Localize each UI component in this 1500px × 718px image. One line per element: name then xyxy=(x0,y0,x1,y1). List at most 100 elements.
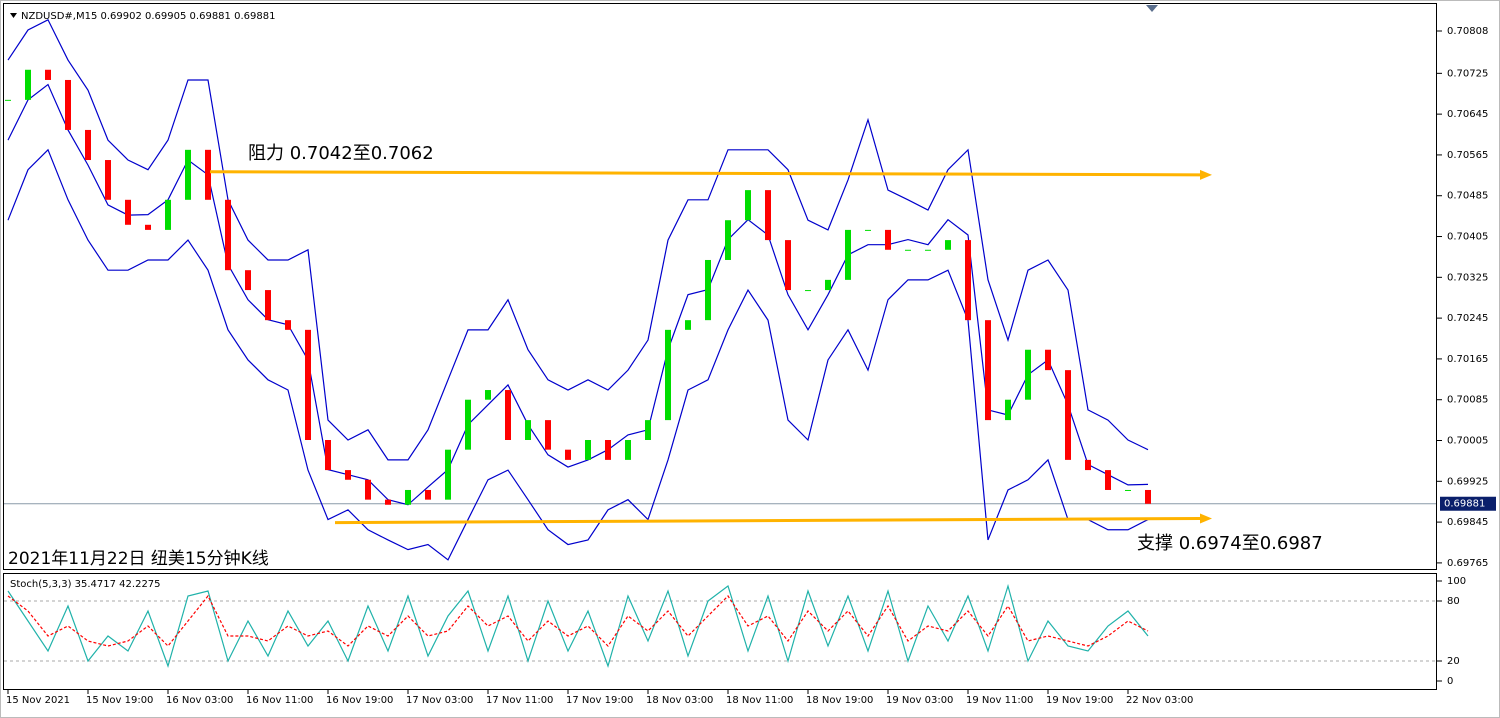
candle xyxy=(465,399,471,450)
candle xyxy=(205,149,211,200)
menu-arrow xyxy=(10,13,17,18)
stoch-header: Stoch(5,3,3) 35.4717 42.2275 xyxy=(10,579,161,590)
x-tick-label: 15 Nov 2021 xyxy=(6,695,70,706)
candle xyxy=(485,390,491,400)
candle xyxy=(165,199,171,230)
candle xyxy=(1045,349,1051,371)
last-price-label: 0.69881 xyxy=(1444,499,1485,510)
candle xyxy=(365,479,371,500)
candle xyxy=(305,329,311,440)
candle xyxy=(825,279,831,291)
x-tick-label: 19 Nov 19:00 xyxy=(1046,695,1113,706)
level-arrow xyxy=(1200,169,1212,180)
candle xyxy=(1025,349,1031,400)
candle xyxy=(445,449,451,500)
candle xyxy=(705,259,711,321)
candle xyxy=(565,449,571,460)
stoch-panel xyxy=(3,573,1437,690)
candle xyxy=(985,320,991,421)
x-tick-label: 16 Nov 03:00 xyxy=(166,695,233,706)
x-tick-label: 16 Nov 11:00 xyxy=(246,695,313,706)
y-tick-label: 0.70485 xyxy=(1447,191,1488,202)
x-tick-label: 17 Nov 11:00 xyxy=(486,695,553,706)
y-tick-label: 0.70405 xyxy=(1447,232,1488,243)
y-tick-label: 0.69845 xyxy=(1447,517,1488,528)
x-tick-label: 19 Nov 11:00 xyxy=(966,695,1033,706)
bollinger-upper xyxy=(7,18,1149,461)
level-line xyxy=(334,517,1201,525)
candle xyxy=(325,439,331,471)
candle xyxy=(125,199,131,225)
candle xyxy=(1065,370,1071,460)
candle xyxy=(945,240,951,250)
y-tick-label: 0.70005 xyxy=(1447,436,1488,447)
y-tick-label: 0.70645 xyxy=(1447,109,1488,120)
candle xyxy=(345,470,351,480)
y-tick-label: 0.70245 xyxy=(1447,313,1488,324)
y-tick-label: 0 xyxy=(1447,676,1453,687)
candle xyxy=(65,79,71,130)
candle xyxy=(685,320,691,330)
candle xyxy=(605,439,611,460)
x-tick-label: 15 Nov 19:00 xyxy=(86,695,153,706)
bollinger-middle xyxy=(7,83,1149,506)
candle xyxy=(1105,470,1111,490)
candle xyxy=(45,69,51,80)
stoch-line xyxy=(7,583,1149,668)
last-price-box xyxy=(1440,496,1496,511)
candle xyxy=(105,160,111,200)
x-tick-label: 22 Nov 03:00 xyxy=(1126,695,1193,706)
x-tick-label: 18 Nov 03:00 xyxy=(646,695,713,706)
candle xyxy=(525,420,531,440)
y-tick-label: 0.70565 xyxy=(1447,150,1488,161)
candle xyxy=(905,249,911,251)
level-arrow xyxy=(1200,513,1212,524)
y-tick-label: 0.70085 xyxy=(1447,395,1488,406)
x-tick-label: 17 Nov 03:00 xyxy=(406,695,473,706)
candle xyxy=(85,129,91,161)
candle xyxy=(405,489,411,505)
candle xyxy=(665,329,671,421)
candle xyxy=(725,220,731,260)
candle xyxy=(745,190,751,221)
candle xyxy=(505,390,511,440)
level-line xyxy=(209,170,1201,177)
y-tick-label: 80 xyxy=(1447,596,1460,607)
x-tick-label: 18 Nov 11:00 xyxy=(726,695,793,706)
y-tick-label: 0.70325 xyxy=(1447,272,1488,283)
chart-caption: 2021年11月22日 纽美15分钟K线 xyxy=(8,549,269,569)
candle xyxy=(425,489,431,500)
candle xyxy=(385,499,391,505)
chart-header: NZDUSD#,M15 0.69902 0.69905 0.69881 0.69… xyxy=(21,11,275,22)
candle xyxy=(1085,459,1091,471)
candle xyxy=(845,229,851,280)
candle xyxy=(225,199,231,271)
candle xyxy=(585,439,591,460)
y-tick-label: 0.69925 xyxy=(1447,476,1488,487)
candle xyxy=(1125,489,1131,491)
candle xyxy=(805,290,811,292)
main-panel xyxy=(3,3,1437,570)
candle xyxy=(885,229,891,250)
candle xyxy=(245,270,251,291)
candle xyxy=(265,290,271,321)
shift-marker xyxy=(1146,5,1158,12)
candle xyxy=(765,190,771,241)
candle xyxy=(625,439,631,460)
candle xyxy=(5,99,11,101)
candle xyxy=(545,420,551,450)
support-label: 支撑 0.6974至0.6987 xyxy=(1137,533,1323,554)
y-tick-label: 0.70725 xyxy=(1447,68,1488,79)
candle xyxy=(25,69,31,100)
candle xyxy=(185,149,191,200)
stoch-line xyxy=(7,594,1149,647)
candle xyxy=(785,240,791,291)
y-tick-label: 0.70808 xyxy=(1447,26,1488,37)
x-tick-label: 19 Nov 03:00 xyxy=(886,695,953,706)
resistance-label: 阻力 0.7042至0.7062 xyxy=(248,143,434,164)
y-tick-label: 0.70165 xyxy=(1447,354,1488,365)
candle xyxy=(1005,399,1011,421)
y-tick-label: 0.69765 xyxy=(1447,558,1488,569)
x-tick-label: 18 Nov 19:00 xyxy=(806,695,873,706)
